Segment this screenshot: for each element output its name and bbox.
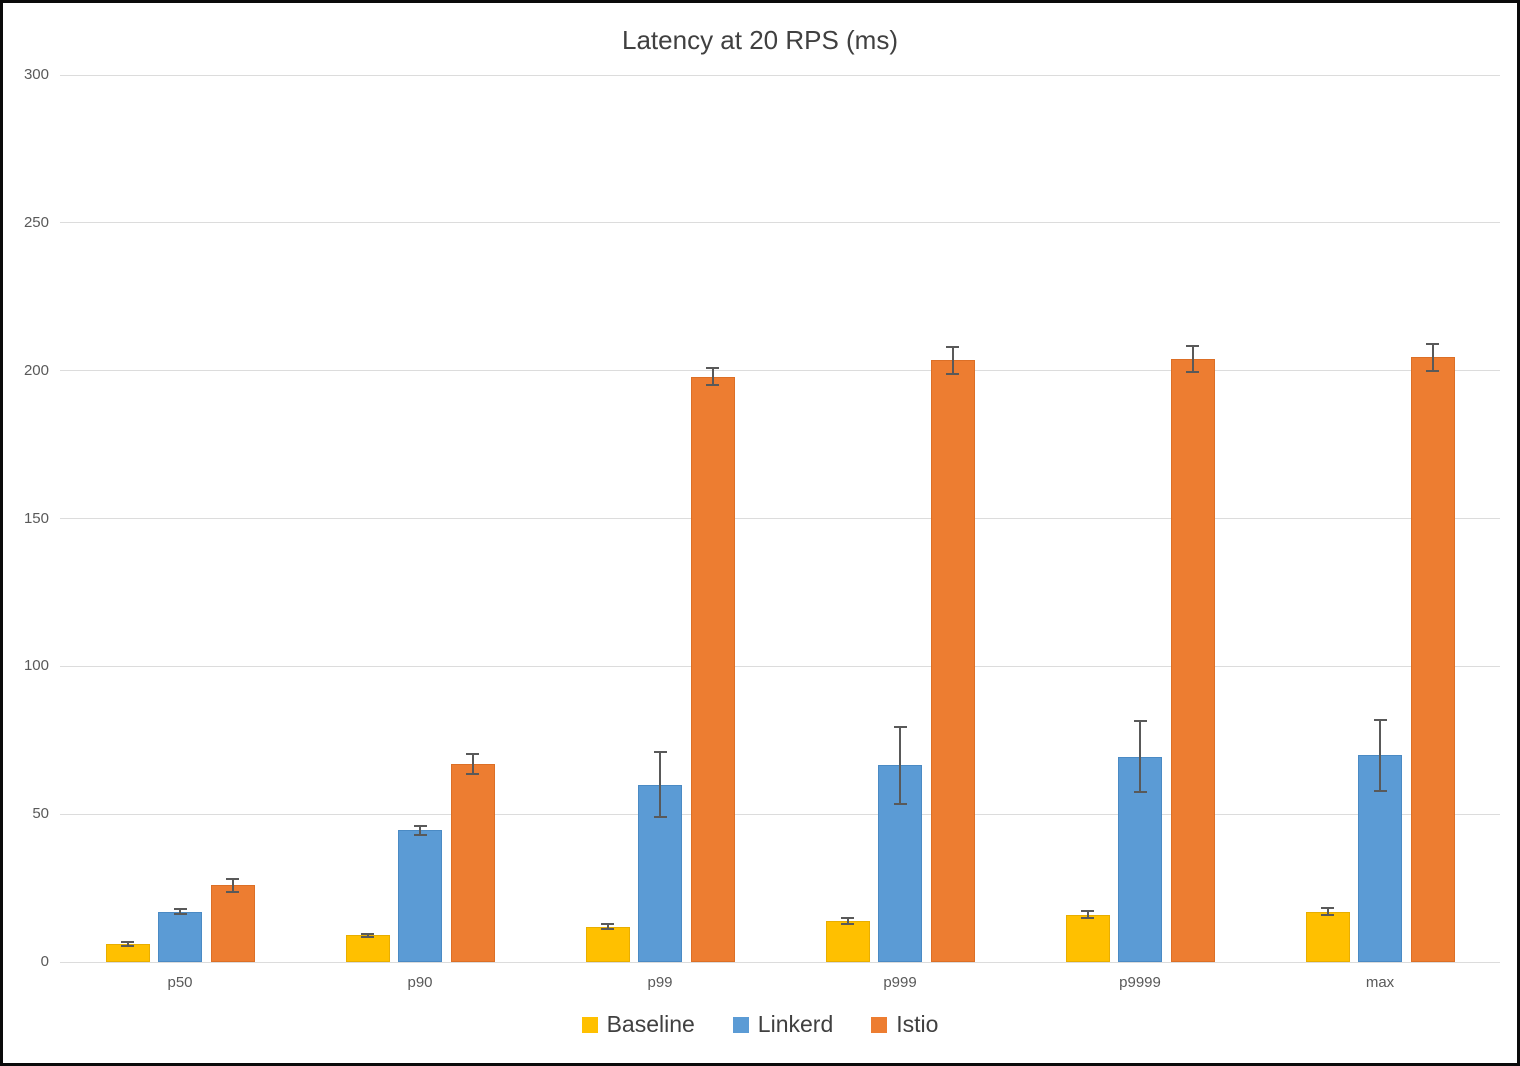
error-bar-cap-bottom xyxy=(946,372,959,375)
error-bar-cap-top xyxy=(1321,907,1334,910)
bar-istio-p50 xyxy=(210,885,255,962)
error-bar-cap-bottom xyxy=(226,890,239,893)
legend-label: Istio xyxy=(896,1011,939,1037)
error-bar-cap-top xyxy=(173,908,187,911)
error-bar-cap-top xyxy=(893,725,907,728)
error-bar-cap-bottom xyxy=(841,922,854,925)
gridline-100 xyxy=(60,665,1500,667)
error-bar-cap-bottom xyxy=(413,833,427,836)
gridline-0 xyxy=(60,961,1500,963)
x-axis-category-label: p9999 xyxy=(1119,974,1161,991)
error-bar-cap-top xyxy=(1186,344,1199,347)
y-axis-tick-label: 250 xyxy=(23,213,49,231)
error-bar-baseline-p50 xyxy=(126,942,129,947)
error-bar-cap-bottom xyxy=(1321,914,1334,917)
x-axis-category-label: p90 xyxy=(407,974,433,991)
error-bar-linkerd-p50 xyxy=(179,909,181,915)
error-bar-istio-p999 xyxy=(951,347,954,374)
error-bar-cap-top xyxy=(1133,720,1147,723)
error-bar-baseline-max xyxy=(1326,908,1329,916)
bar-istio-max xyxy=(1410,357,1455,962)
y-axis-tick-label: 50 xyxy=(32,805,49,823)
error-bar-linkerd-p999 xyxy=(899,726,901,804)
gridline-50 xyxy=(60,813,1500,815)
bar-istio-p99 xyxy=(690,376,735,962)
error-bar-cap-bottom xyxy=(173,913,187,916)
error-bar-cap-bottom xyxy=(1186,371,1199,374)
error-bar-istio-p99 xyxy=(711,367,714,386)
bar-istio-p90 xyxy=(450,763,495,962)
error-bar-istio-p50 xyxy=(231,878,234,892)
gridline-250 xyxy=(60,222,1500,224)
error-bar-cap-top xyxy=(1081,910,1094,913)
x-axis-category-label: p50 xyxy=(167,974,193,991)
error-bar-cap-top xyxy=(361,932,374,935)
error-bar-cap-top xyxy=(1426,343,1439,346)
bar-istio-p999 xyxy=(930,360,975,962)
y-axis-tick-label: 200 xyxy=(23,361,49,379)
error-bar-linkerd-p99 xyxy=(659,752,661,818)
x-axis-category-label: max xyxy=(1365,974,1395,991)
legend-item-baseline: Baseline xyxy=(581,1011,695,1038)
error-bar-cap-bottom xyxy=(1081,917,1094,920)
y-axis-tick-label: 300 xyxy=(23,66,49,83)
chart-title: Latency at 20 RPS (ms) xyxy=(622,25,898,55)
error-bar-cap-top xyxy=(1373,718,1387,721)
bar-istio-p9999 xyxy=(1170,358,1215,962)
error-bar-linkerd-max xyxy=(1379,719,1381,791)
y-axis-tick-label: 100 xyxy=(23,657,49,675)
error-bar-istio-p9999 xyxy=(1191,345,1194,373)
bar-baseline-max xyxy=(1305,911,1350,962)
error-bar-cap-bottom xyxy=(1133,790,1147,793)
error-bar-istio-max xyxy=(1431,344,1434,371)
bar-linkerd-p50 xyxy=(158,911,202,962)
bar-baseline-p999 xyxy=(825,920,870,962)
error-bar-cap-top xyxy=(413,824,427,827)
error-bar-linkerd-p90 xyxy=(419,825,421,835)
error-bar-cap-bottom xyxy=(653,816,667,819)
error-bar-baseline-p90 xyxy=(366,933,369,938)
error-bar-cap-bottom xyxy=(1373,789,1387,792)
y-axis-tick-label: 0 xyxy=(40,953,49,970)
error-bar-cap-bottom xyxy=(706,384,719,387)
error-bar-cap-bottom xyxy=(893,802,907,805)
error-bar-baseline-p9999 xyxy=(1086,911,1089,919)
error-bar-istio-p90 xyxy=(471,753,474,775)
legend-item-istio: Istio xyxy=(871,1011,938,1038)
error-bar-cap-top xyxy=(706,366,719,369)
error-bar-cap-top xyxy=(841,916,854,919)
bar-baseline-p99 xyxy=(585,926,630,962)
error-bar-baseline-p999 xyxy=(846,917,849,924)
gridline-150 xyxy=(60,518,1500,519)
error-bar-cap-bottom xyxy=(361,936,374,939)
error-bar-cap-bottom xyxy=(1426,369,1439,372)
error-bar-cap-top xyxy=(601,922,614,925)
error-bar-cap-bottom xyxy=(121,945,134,948)
error-bar-cap-top xyxy=(946,346,959,348)
legend-item-linkerd: Linkerd xyxy=(732,1011,834,1038)
gridline-300 xyxy=(60,74,1500,76)
legend-label: Linkerd xyxy=(757,1011,834,1037)
error-bar-cap-top xyxy=(653,751,667,754)
bar-baseline-p9999 xyxy=(1065,914,1110,962)
error-bar-cap-bottom xyxy=(466,773,479,776)
x-axis-category-label: p999 xyxy=(883,974,917,991)
error-bar-cap-top xyxy=(226,877,239,880)
error-bar-cap-top xyxy=(121,941,134,944)
gridline-200 xyxy=(60,370,1500,372)
bar-linkerd-p90 xyxy=(398,830,442,962)
error-bar-cap-top xyxy=(466,752,479,755)
y-axis-tick-label: 150 xyxy=(23,509,49,527)
error-bar-linkerd-p9999 xyxy=(1139,721,1141,792)
legend-label: Baseline xyxy=(606,1011,695,1037)
legend-swatch-linkerd xyxy=(732,1016,749,1033)
error-bar-baseline-p99 xyxy=(606,923,609,930)
x-axis-category-label: p99 xyxy=(647,974,673,991)
legend-swatch-istio xyxy=(871,1016,888,1033)
legend-swatch-baseline xyxy=(581,1016,598,1033)
error-bar-cap-bottom xyxy=(601,928,614,931)
legend: Baseline Linkerd Istio xyxy=(3,1011,1517,1038)
bar-baseline-p90 xyxy=(345,935,390,962)
